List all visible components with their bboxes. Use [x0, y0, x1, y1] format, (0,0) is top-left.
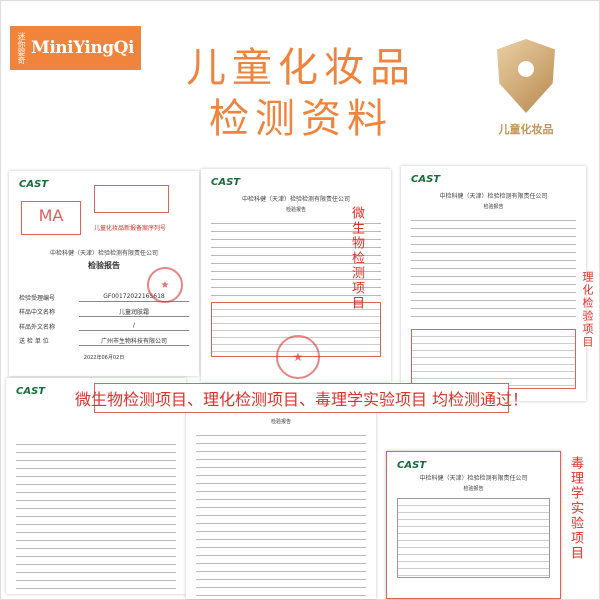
report-fields [16, 437, 176, 594]
report-title: 检验报告 [88, 261, 120, 270]
cast-logo: CAST [19, 179, 49, 190]
label-physchem: 理化检验项目 [581, 271, 594, 349]
filing-number-box [94, 185, 169, 213]
title-line2: 检测资料 [209, 96, 393, 142]
microbiology-report: CAST 中检科健（天津）检验检测有限责任公司 检验报告 ★ [201, 169, 391, 382]
shield-child-icon [497, 39, 555, 113]
brand-logo: 迷你婴奇 MiniYingQi [10, 26, 141, 70]
field-row: 样品中文名称 儿童润肤霜 [19, 307, 189, 317]
report-fields [211, 216, 381, 296]
cast-logo: CAST [16, 386, 46, 397]
field-row: 样品外文名称 / [19, 322, 189, 331]
report-page: CAST [6, 378, 186, 594]
label-toxicology: 毒理学实验项目 [568, 456, 583, 561]
badge-label: 儿童化妆品 [498, 123, 554, 136]
cast-logo: CAST [411, 174, 441, 185]
toxicology-report: CAST 中检科健（天津）检验检测有限责任公司 检验报告 [386, 451, 561, 599]
report-date: 2022年06月02日 [83, 355, 125, 361]
report-title: 检验报告 [285, 207, 306, 213]
report-title: 检验报告 [483, 204, 504, 210]
company-name: 中检科健（天津）检验检测有限责任公司 [49, 250, 158, 257]
report-fields [196, 428, 366, 598]
label-microbiology: 微生物检测项目 [349, 206, 364, 311]
logo-en: MiniYingQi [31, 38, 134, 58]
cma-mark: MA [21, 201, 81, 235]
page-title: 儿童化妆品 检测资料 [151, 43, 451, 145]
report-fields [411, 213, 576, 323]
company-name: 中检科健（天津）检验检测有限责任公司 [439, 193, 548, 200]
company-name: 中检科健（天津）检验检测有限责任公司 [419, 475, 528, 482]
report-title: 检验报告 [463, 486, 484, 492]
seal-stamp: ★ [276, 335, 320, 379]
kids-cosmetics-badge: 儿童化妆品 [491, 39, 561, 137]
pass-banner: 微生物检测项目、理化检测项目、毒理学实验项目 均检测通过！ [75, 383, 528, 413]
field-row: 送 检 单 位广州市生物科技有限公司 [19, 336, 189, 346]
report-title: 检验报告 [270, 419, 291, 425]
filing-note: 儿童化妆品新报备案序列号 [94, 225, 167, 232]
cast-logo: CAST [397, 460, 427, 471]
toxicology-results-table [397, 498, 550, 578]
title-line1: 儿童化妆品 [186, 45, 416, 91]
report-page: 检验报告 [186, 396, 376, 599]
seal-stamp: ★ [147, 267, 183, 303]
company-name: 中检科健（天津）检验检测有限责任公司 [241, 196, 350, 203]
logo-cn: 迷你婴奇 [17, 32, 26, 64]
physchem-report: CAST 中检科健（天津）检验检测有限责任公司 检验报告 [401, 166, 586, 401]
report-cover: CAST MA 儿童化妆品新报备案序列号 中检科健（天津）检验检测有限责任公司 … [9, 171, 199, 376]
field-row: 检验受理编号 GF0017202216S618 [19, 293, 189, 302]
cast-logo: CAST [211, 177, 241, 188]
physchem-results-table [411, 329, 576, 389]
